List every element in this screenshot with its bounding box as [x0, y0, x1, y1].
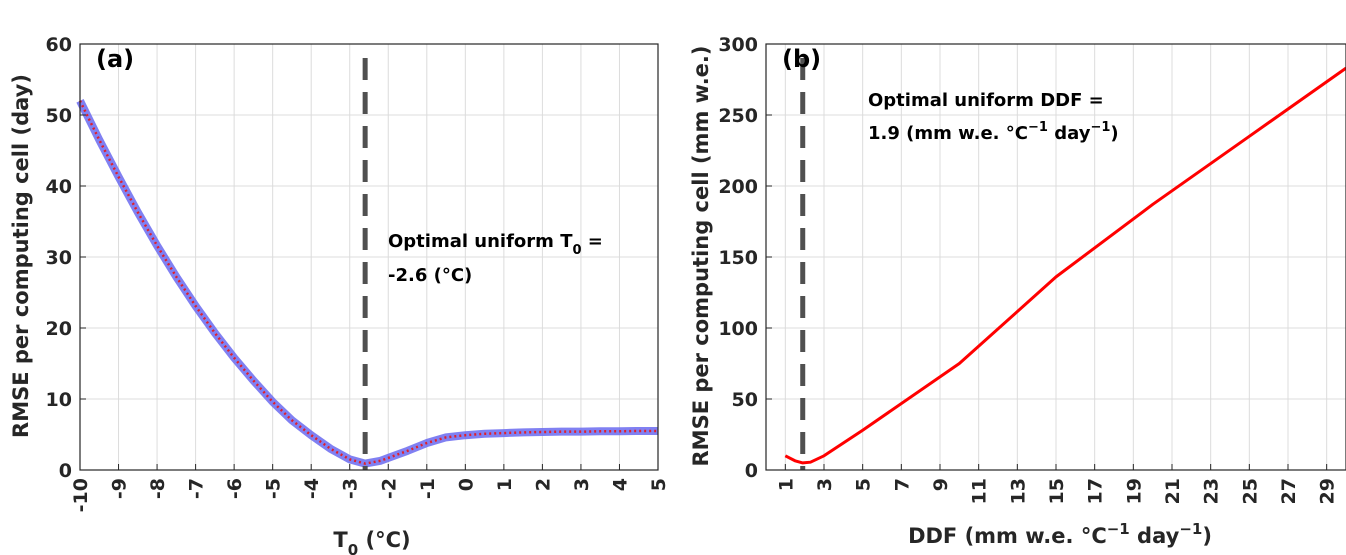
y-tick-label: 40: [46, 176, 72, 198]
x-tick-label: -5: [263, 478, 285, 499]
x-tick-label: -10: [70, 478, 92, 512]
y-tick-label: 60: [46, 34, 72, 56]
series-line: [784, 66, 1346, 465]
annotation-b-line2: 1.9 (mm w.e. °C−1 day−1): [868, 120, 1119, 144]
x-tick-label: 4: [609, 478, 631, 491]
x-tick-label: 5: [648, 478, 670, 491]
x-tick-label: -2: [378, 478, 400, 499]
x-tick-label: 13: [1007, 478, 1029, 504]
y-axis-label-a: RMSE per computing cell (day): [9, 74, 33, 438]
annotation-a-line1: Optimal uniform T0 =: [388, 231, 603, 258]
annotation-a-line2: -2.6 (°C): [388, 265, 472, 286]
x-tick-label: 3: [571, 478, 593, 491]
x-tick-label: 1: [775, 478, 797, 491]
series-line-band: [76, 99, 658, 468]
y-tick-label: 20: [46, 318, 72, 340]
y-axis-label-b: RMSE per computing cell (mm w.e.): [689, 46, 713, 467]
chart-panel-b: 1 3 5 7 9 11 13 15 17 19 21 23 25 27 29050100150200250…: [689, 34, 1346, 548]
x-tick-label: -6: [224, 478, 246, 499]
y-tick-label: 30: [46, 247, 72, 269]
x-axis-label-a: T0 (°C): [333, 528, 410, 555]
x-tick-label: 5: [853, 478, 875, 491]
annotation-b-line1: Optimal uniform DDF =: [868, 90, 1104, 111]
panel-label-b: (b): [782, 45, 821, 73]
series-line-dotted: [78, 100, 658, 465]
x-tick-label: 25: [1239, 478, 1261, 504]
x-tick-label: 19: [1123, 478, 1145, 504]
x-tick-label: -7: [186, 478, 208, 499]
series-group-a: [76, 99, 658, 468]
chart-panel-a: -10 -9 -8 -7 -6 -5 -4 -3 -2 -1 0 1 2 3 4 50102030405060…: [9, 34, 670, 555]
y-tick-label: 50: [46, 105, 72, 127]
y-tick-label: 100: [718, 318, 758, 340]
x-tick-label: 23: [1201, 478, 1223, 504]
x-tick-label: 21: [1162, 478, 1184, 504]
x-tick-label: -1: [417, 478, 439, 499]
panel-label-a: (a): [96, 45, 134, 73]
y-tick-label: 10: [46, 389, 72, 411]
y-tick-label: 50: [732, 389, 758, 411]
x-tick-label: 0: [455, 478, 477, 491]
x-tick-label: 2: [532, 478, 554, 491]
x-tick-label: 15: [1046, 478, 1068, 504]
x-tick-label: 17: [1085, 478, 1107, 504]
x-tick-label: -3: [340, 478, 362, 499]
x-tick-label: 29: [1317, 478, 1339, 504]
x-tick-label: 11: [969, 478, 991, 504]
y-tick-label: 150: [718, 247, 758, 269]
y-tick-label: 200: [718, 176, 758, 198]
y-tick-label: 0: [745, 460, 758, 482]
y-tick-label: 0: [59, 460, 72, 482]
y-tick-label: 250: [718, 105, 758, 127]
tick-labels-b: 1 3 5 7 9 11 13 15 17 19 21 23 25 27 29050100150200250…: [718, 34, 1338, 504]
x-tick-label: -9: [109, 478, 131, 499]
x-tick-label: 1: [494, 478, 516, 491]
x-tick-label: -8: [147, 478, 169, 499]
x-tick-label: -4: [301, 478, 323, 499]
x-tick-label: 9: [930, 478, 952, 491]
x-tick-label: 7: [891, 478, 913, 491]
x-tick-label: 27: [1278, 478, 1300, 504]
x-tick-label: 3: [814, 478, 836, 491]
y-tick-label: 300: [718, 34, 758, 56]
x-axis-label-b: DDF (mm w.e. °C−1 day−1): [908, 520, 1212, 548]
series-group-b: [784, 66, 1346, 465]
